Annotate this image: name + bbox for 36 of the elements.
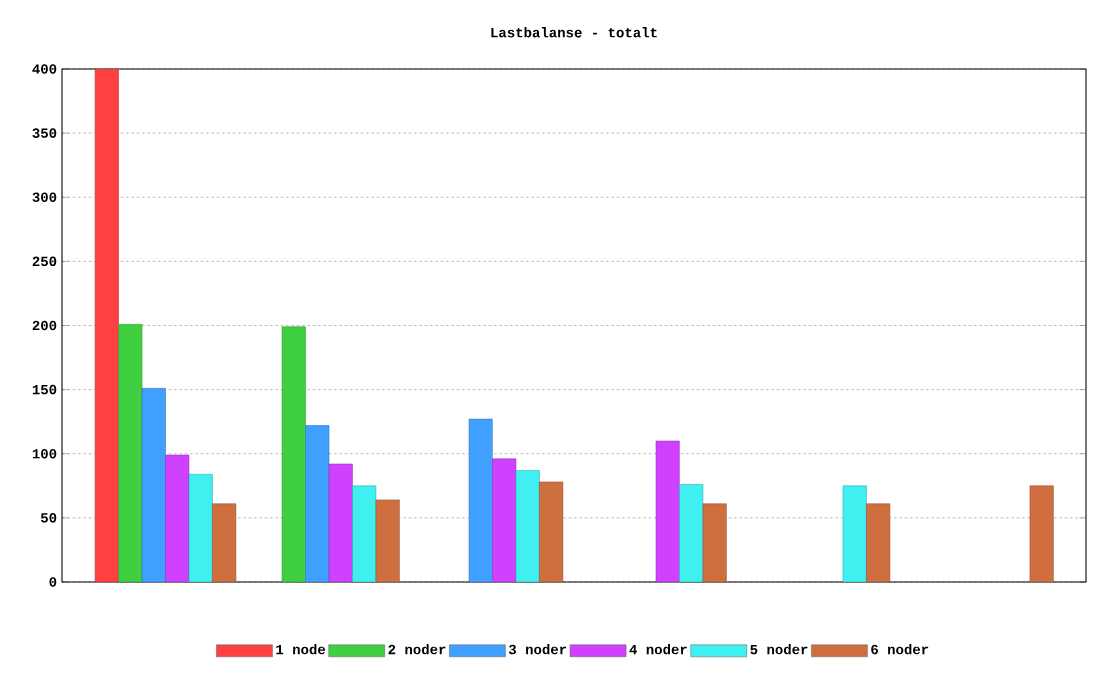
y-tick-label: 400 <box>32 64 57 74</box>
bar <box>702 503 727 582</box>
y-tick-label: 100 <box>32 448 57 459</box>
bar <box>842 485 867 582</box>
legend-label: 1 node <box>276 644 326 655</box>
bar <box>212 503 237 582</box>
bar <box>141 388 166 582</box>
bar <box>539 481 564 582</box>
chart-title: Lastbalanse - totalt <box>491 27 657 38</box>
legend-label: 6 noder <box>871 644 929 655</box>
bar <box>468 418 493 582</box>
y-tick-label: 50 <box>40 513 57 523</box>
y-tick-label: 250 <box>32 256 57 267</box>
bar <box>352 485 377 582</box>
y-tick-label: 200 <box>32 320 57 331</box>
legend-label: 4 noder <box>629 644 687 655</box>
bar <box>655 440 680 582</box>
bar <box>118 323 143 582</box>
y-tick-label: 300 <box>32 192 57 203</box>
bar <box>281 326 306 582</box>
bar <box>328 463 353 582</box>
legend-label: 2 noder <box>388 644 446 655</box>
bar <box>515 470 540 582</box>
legend-label: 3 noder <box>508 644 567 655</box>
y-tick-label: 150 <box>32 384 57 395</box>
bar <box>165 454 190 582</box>
bar <box>1029 485 1054 582</box>
bar <box>866 503 891 582</box>
bar <box>305 425 330 582</box>
y-tick-label: 0 <box>49 577 57 587</box>
bar <box>679 484 704 582</box>
legend-label: 5 noder <box>750 644 808 655</box>
bar <box>375 499 400 582</box>
bar <box>492 458 517 582</box>
bar <box>188 473 213 582</box>
y-tick-label: 350 <box>32 128 57 138</box>
